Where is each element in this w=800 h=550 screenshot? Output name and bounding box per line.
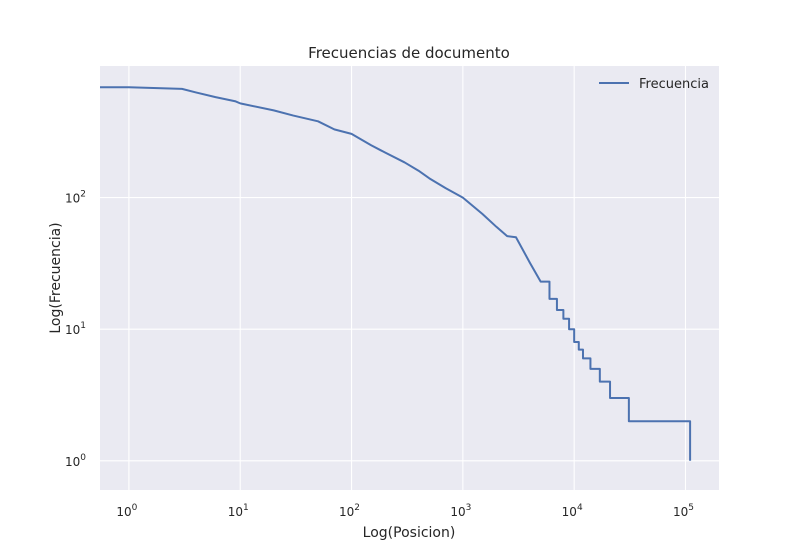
x-tick-label: 105 — [673, 503, 694, 519]
x-tick-label: 102 — [339, 503, 360, 519]
plot-background — [100, 66, 719, 490]
legend-label: Frecuencia — [639, 77, 709, 92]
y-tick-label: 100 — [65, 453, 86, 469]
x-tick-label: 103 — [450, 503, 471, 519]
x-tick-label: 101 — [228, 503, 249, 519]
y-axis-label: Log(Frecuencia) — [48, 222, 64, 333]
x-tick-label: 100 — [116, 503, 137, 519]
y-tick-label: 102 — [65, 190, 86, 206]
x-tick-label: 104 — [562, 503, 583, 519]
chart-title: Frecuencias de documento — [308, 44, 510, 62]
x-axis-label: Log(Posicion) — [363, 525, 456, 541]
series-line-frecuencia — [100, 86, 692, 461]
legend: Frecuencia — [599, 77, 709, 92]
y-tick-label: 101 — [65, 321, 86, 337]
